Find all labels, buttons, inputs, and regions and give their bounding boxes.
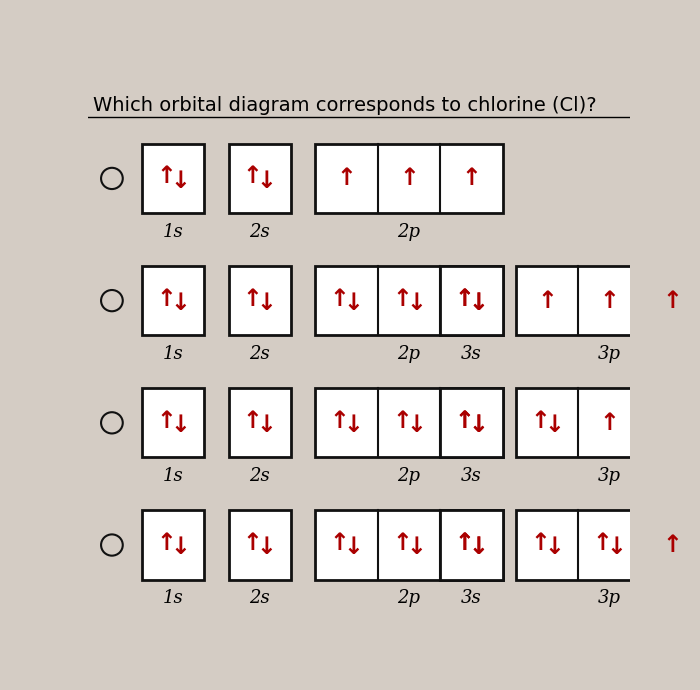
Text: ↓: ↓: [257, 535, 276, 559]
Bar: [228, 388, 291, 457]
Text: ↑: ↑: [156, 286, 176, 310]
Text: ↓: ↓: [607, 535, 626, 559]
Bar: [141, 144, 204, 213]
Text: ↑: ↑: [243, 531, 262, 555]
Text: 2p: 2p: [398, 223, 421, 241]
Text: ↑: ↑: [399, 166, 419, 190]
Text: ↑: ↑: [454, 408, 474, 433]
Text: 3p: 3p: [598, 589, 621, 607]
Text: 2p: 2p: [398, 345, 421, 363]
Text: 3s: 3s: [461, 345, 482, 363]
Text: 2p: 2p: [398, 467, 421, 485]
Text: 2s: 2s: [249, 223, 270, 241]
Text: ↓: ↓: [468, 535, 488, 559]
Text: ↓: ↓: [406, 413, 426, 437]
Text: ↓: ↓: [257, 413, 276, 437]
Text: ↑: ↑: [538, 288, 557, 313]
Text: ↑: ↑: [454, 286, 474, 310]
Text: ↓: ↓: [170, 290, 190, 315]
Text: 3p: 3p: [598, 345, 621, 363]
Text: ↑: ↑: [243, 286, 262, 310]
Text: 2p: 2p: [398, 589, 421, 607]
Bar: [440, 511, 503, 580]
Text: ↑: ↑: [461, 166, 481, 190]
Text: ↑: ↑: [330, 531, 349, 555]
Text: ↓: ↓: [406, 290, 426, 315]
Text: 3p: 3p: [598, 467, 621, 485]
Text: ↑: ↑: [454, 531, 474, 555]
Text: ↑: ↑: [243, 408, 262, 433]
Text: ↑: ↑: [156, 408, 176, 433]
Text: ↓: ↓: [344, 290, 363, 315]
Text: ↑: ↑: [454, 408, 474, 433]
Bar: [315, 144, 503, 213]
Bar: [141, 266, 204, 335]
Text: ↑: ↑: [337, 166, 356, 190]
Bar: [228, 144, 291, 213]
Text: ↓: ↓: [545, 535, 564, 559]
Text: ↑: ↑: [156, 164, 176, 188]
Text: ↑: ↑: [662, 288, 682, 313]
Bar: [315, 511, 503, 580]
Text: ↑: ↑: [330, 408, 349, 433]
Text: ↓: ↓: [344, 413, 363, 437]
Text: ↑: ↑: [593, 531, 612, 555]
Text: 3s: 3s: [461, 467, 482, 485]
Text: ↓: ↓: [257, 290, 276, 315]
Text: ↓: ↓: [170, 168, 190, 193]
Bar: [516, 266, 700, 335]
Text: ↓: ↓: [344, 535, 363, 559]
Text: ↑: ↑: [600, 411, 620, 435]
Text: ↑: ↑: [156, 531, 176, 555]
Bar: [315, 388, 503, 457]
Bar: [228, 266, 291, 335]
Bar: [516, 388, 700, 457]
Text: ↑: ↑: [454, 286, 474, 310]
Text: ↓: ↓: [468, 290, 488, 315]
Text: 2s: 2s: [249, 589, 270, 607]
Text: ↓: ↓: [468, 290, 488, 315]
Text: 2s: 2s: [249, 467, 270, 485]
Text: ↓: ↓: [406, 535, 426, 559]
Text: ↑: ↑: [531, 531, 550, 555]
Bar: [315, 266, 503, 335]
Text: ↑: ↑: [330, 286, 349, 310]
Text: ↓: ↓: [170, 413, 190, 437]
Text: ↑: ↑: [392, 531, 412, 555]
Text: ↓: ↓: [468, 413, 488, 437]
Text: 1s: 1s: [162, 467, 183, 485]
Text: ↑: ↑: [243, 164, 262, 188]
Text: ↑: ↑: [600, 288, 620, 313]
Text: ↑: ↑: [392, 408, 412, 433]
Text: 1s: 1s: [162, 345, 183, 363]
Text: ↓: ↓: [468, 413, 488, 437]
Text: 1s: 1s: [162, 589, 183, 607]
Bar: [440, 388, 503, 457]
Text: Which orbital diagram corresponds to chlorine (Cl)?: Which orbital diagram corresponds to chl…: [93, 96, 596, 115]
Text: 1s: 1s: [162, 223, 183, 241]
Text: ↑: ↑: [662, 533, 682, 557]
Text: 2s: 2s: [249, 345, 270, 363]
Bar: [516, 511, 700, 580]
Text: ↑: ↑: [531, 408, 550, 433]
Bar: [228, 511, 291, 580]
Text: ↓: ↓: [257, 168, 276, 193]
Bar: [141, 511, 204, 580]
Text: ↓: ↓: [545, 413, 564, 437]
Text: ↑: ↑: [454, 531, 474, 555]
Text: ↓: ↓: [468, 535, 488, 559]
Bar: [141, 388, 204, 457]
Text: 3s: 3s: [461, 589, 482, 607]
Text: ↓: ↓: [170, 535, 190, 559]
Bar: [440, 266, 503, 335]
Text: ↑: ↑: [392, 286, 412, 310]
